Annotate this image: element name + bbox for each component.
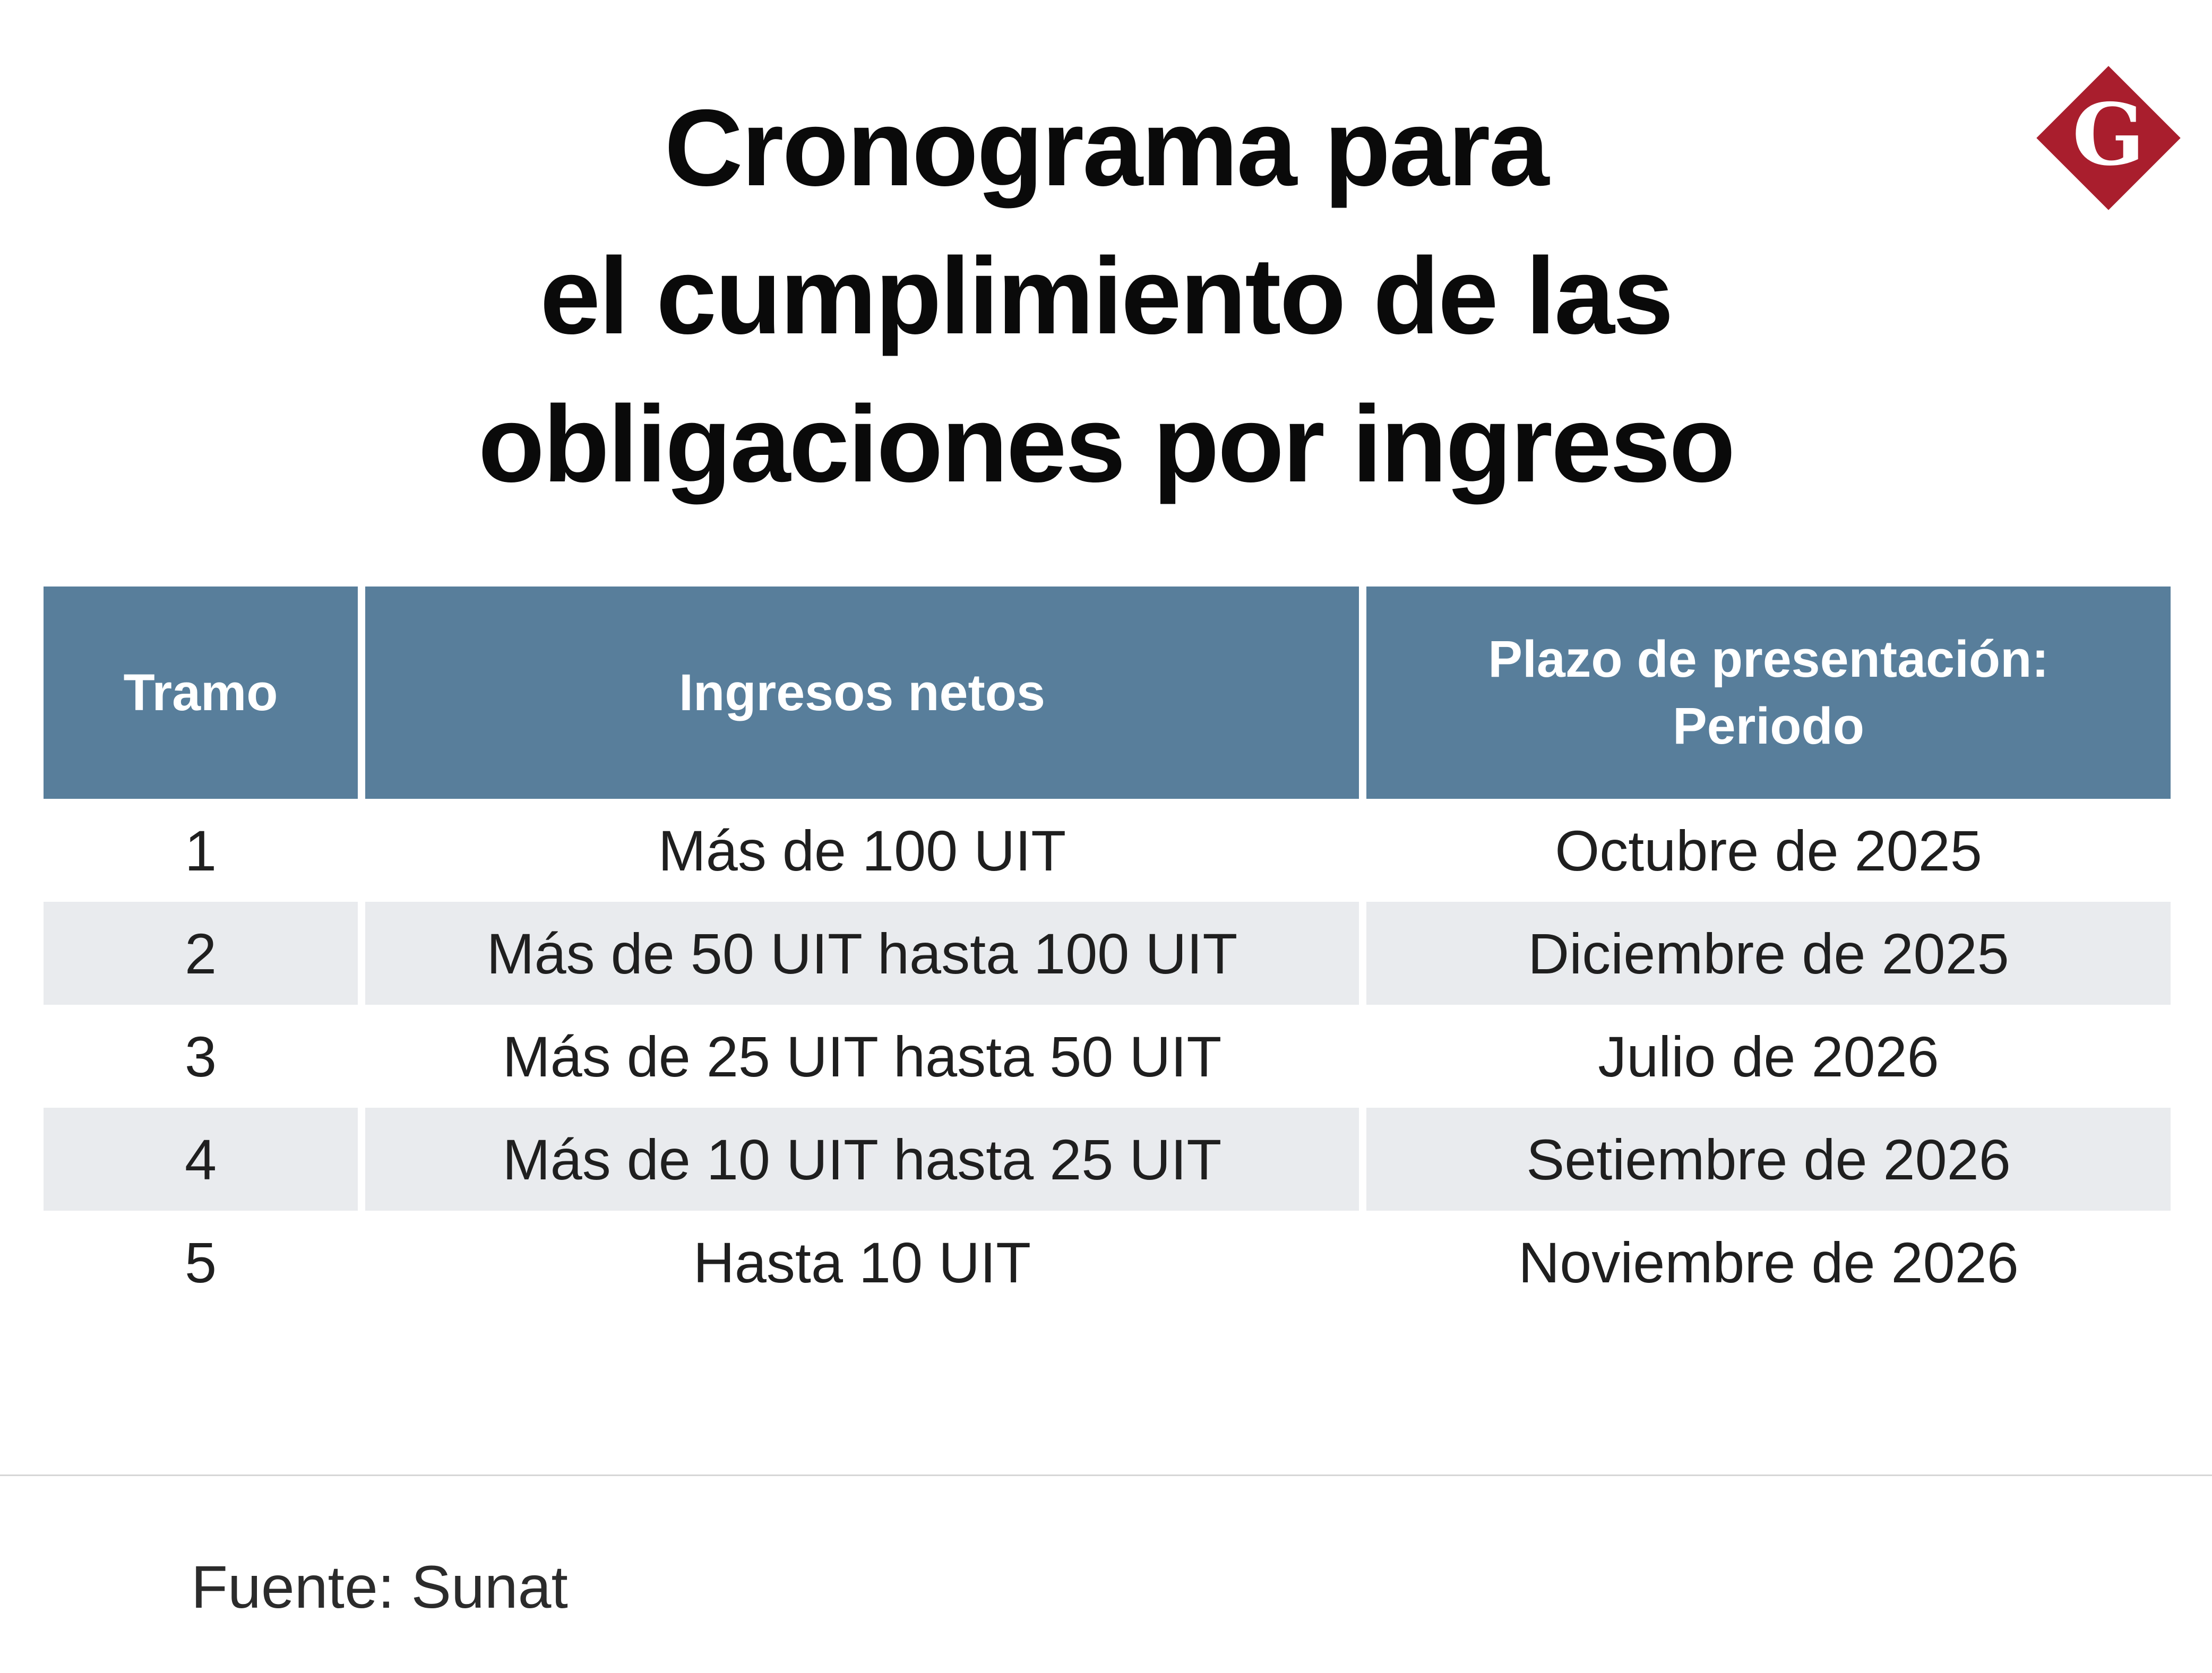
- cell-tramo: 2: [44, 902, 358, 1005]
- title-line-3: obligaciones por ingreso: [478, 383, 1736, 505]
- table-row: 2 Más de 50 UIT hasta 100 UIT Diciembre …: [44, 902, 2171, 1005]
- schedule-table: Tramo Ingresos netos Plazo de presentaci…: [44, 587, 2171, 1314]
- cell-plazo: Setiembre de 2026: [1366, 1108, 2171, 1211]
- column-header-ingresos-netos: Ingresos netos: [365, 587, 1359, 799]
- plazo-header-line-2: Periodo: [1672, 697, 1865, 755]
- cell-ingresos: Más de 100 UIT: [658, 818, 1066, 883]
- source-note: Fuente: Sunat: [191, 1554, 568, 1620]
- gestion-logo: G: [2034, 64, 2183, 212]
- cell-ingresos: Más de 50 UIT hasta 100 UIT: [365, 902, 1359, 1005]
- cell-plazo: Octubre de 2025: [1555, 818, 1982, 883]
- cell-tramo: 5: [184, 1230, 217, 1295]
- cell-plazo: Julio de 2026: [1598, 1024, 1939, 1089]
- cell-plazo: Noviembre de 2026: [1518, 1230, 2019, 1295]
- cell-tramo: 1: [184, 818, 217, 883]
- table-row: 1 Más de 100 UIT Octubre de 2025: [44, 799, 2171, 902]
- table-row: 5 Hasta 10 UIT Noviembre de 2026: [44, 1211, 2171, 1314]
- column-header-tramo: Tramo: [44, 587, 358, 799]
- cell-plazo: Diciembre de 2025: [1366, 902, 2171, 1005]
- table-row: 3 Más de 25 UIT hasta 50 UIT Julio de 20…: [44, 1005, 2171, 1108]
- cell-tramo: 4: [44, 1108, 358, 1211]
- cell-ingresos: Hasta 10 UIT: [693, 1230, 1031, 1295]
- table-header-row: Tramo Ingresos netos Plazo de presentaci…: [44, 587, 2171, 799]
- table-row: 4 Más de 10 UIT hasta 25 UIT Setiembre d…: [44, 1108, 2171, 1211]
- column-header-plazo: Plazo de presentación: Periodo: [1366, 587, 2171, 799]
- title-line-2: el cumplimiento de las: [540, 235, 1674, 357]
- plazo-header-line-1: Plazo de presentación:: [1488, 629, 2049, 688]
- page-title: Cronograma para el cumplimiento de las o…: [0, 74, 2212, 518]
- cell-tramo: 3: [184, 1024, 217, 1089]
- title-line-1: Cronograma para: [664, 87, 1550, 209]
- divider: [0, 1474, 2212, 1476]
- logo-letter: G: [2072, 84, 2145, 185]
- cell-ingresos: Más de 25 UIT hasta 50 UIT: [502, 1024, 1222, 1089]
- cell-ingresos: Más de 10 UIT hasta 25 UIT: [365, 1108, 1359, 1211]
